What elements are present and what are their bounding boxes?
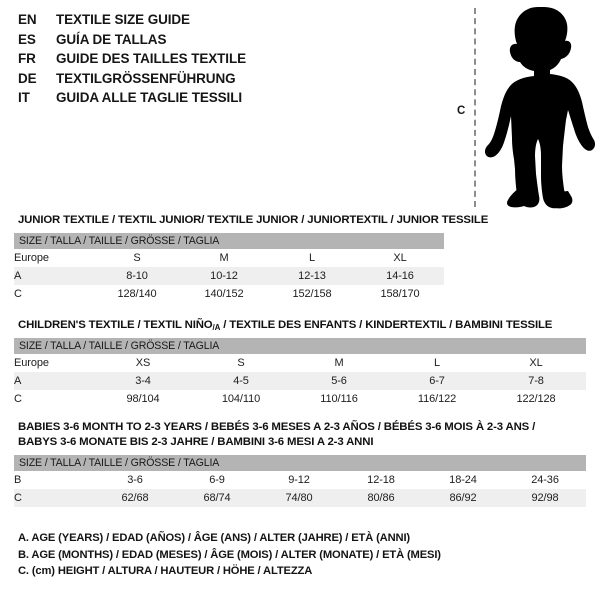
row-label: C bbox=[14, 489, 94, 507]
footnote-c: C. (cm) HEIGHT / ALTURA / HAUTEUR / HÖHE… bbox=[18, 565, 313, 577]
cell-value: 6-9 bbox=[176, 471, 258, 489]
cell-value: 4-5 bbox=[192, 372, 290, 390]
cell-value: 14-16 bbox=[356, 267, 444, 285]
cell-value: 7-8 bbox=[486, 372, 587, 390]
table-row: C 128/140 140/152 152/158 158/170 bbox=[14, 285, 444, 303]
cell-value: 152/158 bbox=[268, 285, 356, 303]
cell-value: 3-6 bbox=[94, 471, 176, 489]
cell-value: 12-13 bbox=[268, 267, 356, 285]
language-title: GUIDE DES TAILLES TEXTILE bbox=[56, 51, 247, 66]
language-title: GUÍA DE TALLAS bbox=[56, 31, 167, 47]
cell-value: 140/152 bbox=[180, 285, 268, 303]
cell-value: XL bbox=[486, 354, 587, 372]
children-size-table: SIZE / TALLA / TAILLE / GRÖSSE / TAGLIA … bbox=[14, 338, 587, 408]
footnote-b: B. AGE (MONTHS) / EDAD (MESES) / ÂGE (MO… bbox=[18, 548, 441, 561]
height-measure-label: C bbox=[457, 105, 466, 117]
cell-value: 74/80 bbox=[258, 489, 340, 507]
cell-value: 110/116 bbox=[290, 390, 388, 408]
cell-value: 98/104 bbox=[94, 390, 192, 408]
cell-value: 5-6 bbox=[290, 372, 388, 390]
children-band-label: SIZE / TALLA / TAILLE / GRÖSSE / TAGLIA bbox=[14, 338, 587, 354]
cell-value: 10-12 bbox=[180, 267, 268, 285]
height-illustration: C bbox=[440, 0, 600, 215]
babies-band-label: SIZE / TALLA / TAILLE / GRÖSSE / TAGLIA bbox=[14, 455, 587, 471]
cell-value: 18-24 bbox=[422, 471, 504, 489]
cell-value: 158/170 bbox=[356, 285, 444, 303]
cell-value: 3-4 bbox=[94, 372, 192, 390]
section-babies-title-line1: BABIES 3-6 MONTH TO 2-3 YEARS / BEBÉS 3-… bbox=[18, 421, 536, 433]
cell-value: 104/110 bbox=[192, 390, 290, 408]
footnote-a: A. AGE (YEARS) / EDAD (AÑOS) / ÂGE (ANS)… bbox=[18, 532, 410, 544]
language-title: TEXTILE SIZE GUIDE bbox=[56, 12, 190, 27]
cell-value: 24-36 bbox=[504, 471, 587, 489]
legend-footnotes: A. AGE (YEARS) / EDAD (AÑOS) / ÂGE (ANS)… bbox=[18, 530, 488, 580]
cell-value: XL bbox=[356, 249, 444, 267]
language-row: IT GUIDA ALLE TAGLIE TESSILI bbox=[18, 90, 438, 110]
section-children-title: CHILDREN'S TEXTILE / TEXTIL NIÑO/A / TEX… bbox=[14, 318, 586, 333]
row-label: C bbox=[14, 390, 94, 408]
row-label: A bbox=[14, 267, 94, 285]
row-label: Europe bbox=[14, 354, 94, 372]
language-row: DE TEXTILGRÖSSENFÜHRUNG bbox=[18, 71, 438, 91]
table-row: Europe S M L XL bbox=[14, 249, 444, 267]
cell-value: L bbox=[388, 354, 486, 372]
cell-value: 80/86 bbox=[340, 489, 422, 507]
cell-value: XS bbox=[94, 354, 192, 372]
row-label: B bbox=[14, 471, 94, 489]
language-code: ES bbox=[18, 31, 36, 47]
row-label: C bbox=[14, 285, 94, 303]
toddler-silhouette-icon bbox=[484, 7, 596, 209]
table-row: A 8-10 10-12 12-13 14-16 bbox=[14, 267, 444, 285]
row-label: A bbox=[14, 372, 94, 390]
cell-value: 86/92 bbox=[422, 489, 504, 507]
junior-band-label: SIZE / TALLA / TAILLE / GRÖSSE / TAGLIA bbox=[14, 233, 444, 249]
language-title: TEXTILGRÖSSENFÜHRUNG bbox=[56, 70, 236, 86]
language-code: DE bbox=[18, 70, 37, 86]
section-children-title-prefix: CHILDREN'S TEXTILE / TEXTIL NIÑO bbox=[18, 319, 213, 331]
cell-value: 62/68 bbox=[94, 489, 176, 507]
cell-value: M bbox=[180, 249, 268, 267]
cell-value: 9-12 bbox=[258, 471, 340, 489]
language-title: GUIDA ALLE TAGLIE TESSILI bbox=[56, 90, 242, 105]
cell-value: 116/122 bbox=[388, 390, 486, 408]
babies-size-table: SIZE / TALLA / TAILLE / GRÖSSE / TAGLIA … bbox=[14, 455, 587, 507]
cell-value: 68/74 bbox=[176, 489, 258, 507]
section-babies: BABIES 3-6 MONTH TO 2-3 YEARS / BEBÉS 3-… bbox=[14, 420, 587, 507]
section-junior: JUNIOR TEXTILE / TEXTIL JUNIOR/ TEXTILE … bbox=[14, 213, 488, 303]
cell-value: M bbox=[290, 354, 388, 372]
language-code: IT bbox=[18, 90, 30, 105]
table-row: C 62/68 68/74 74/80 80/86 86/92 92/98 bbox=[14, 489, 587, 507]
cell-value: 6-7 bbox=[388, 372, 486, 390]
table-row: B 3-6 6-9 9-12 12-18 18-24 24-36 bbox=[14, 471, 587, 489]
junior-size-table: SIZE / TALLA / TAILLE / GRÖSSE / TAGLIA … bbox=[14, 233, 444, 303]
language-row: ES GUÍA DE TALLAS bbox=[18, 32, 438, 52]
language-title-block: EN TEXTILE SIZE GUIDE ES GUÍA DE TALLAS … bbox=[18, 12, 438, 110]
language-code: FR bbox=[18, 51, 36, 66]
height-dashed-line bbox=[474, 8, 476, 207]
table-row: C 98/104 104/110 110/116 116/122 122/128 bbox=[14, 390, 587, 408]
cell-value: 8-10 bbox=[94, 267, 180, 285]
cell-value: 122/128 bbox=[486, 390, 587, 408]
section-children-title-suffix: / TEXTILE DES ENFANTS / KINDERTEXTIL / B… bbox=[220, 319, 553, 331]
table-row: A 3-4 4-5 5-6 6-7 7-8 bbox=[14, 372, 587, 390]
cell-value: 12-18 bbox=[340, 471, 422, 489]
language-code: EN bbox=[18, 12, 37, 27]
cell-value: L bbox=[268, 249, 356, 267]
cell-value: S bbox=[192, 354, 290, 372]
language-row: EN TEXTILE SIZE GUIDE bbox=[18, 12, 438, 32]
cell-value: S bbox=[94, 249, 180, 267]
row-label: Europe bbox=[14, 249, 94, 267]
section-children: CHILDREN'S TEXTILE / TEXTIL NIÑO/A / TEX… bbox=[14, 318, 587, 408]
babies-table-band: SIZE / TALLA / TAILLE / GRÖSSE / TAGLIA bbox=[14, 455, 587, 471]
language-row: FR GUIDE DES TAILLES TEXTILE bbox=[18, 51, 438, 71]
children-table-band: SIZE / TALLA / TAILLE / GRÖSSE / TAGLIA bbox=[14, 338, 587, 354]
section-babies-title-line2: BABYS 3-6 MONATE BIS 2-3 JAHRE / BAMBINI… bbox=[18, 436, 374, 448]
table-row: Europe XS S M L XL bbox=[14, 354, 587, 372]
cell-value: 92/98 bbox=[504, 489, 587, 507]
cell-value: 128/140 bbox=[94, 285, 180, 303]
junior-table-band: SIZE / TALLA / TAILLE / GRÖSSE / TAGLIA bbox=[14, 233, 444, 249]
section-children-title-sub: /A bbox=[212, 323, 221, 332]
section-junior-title: JUNIOR TEXTILE / TEXTIL JUNIOR/ TEXTILE … bbox=[18, 214, 489, 226]
